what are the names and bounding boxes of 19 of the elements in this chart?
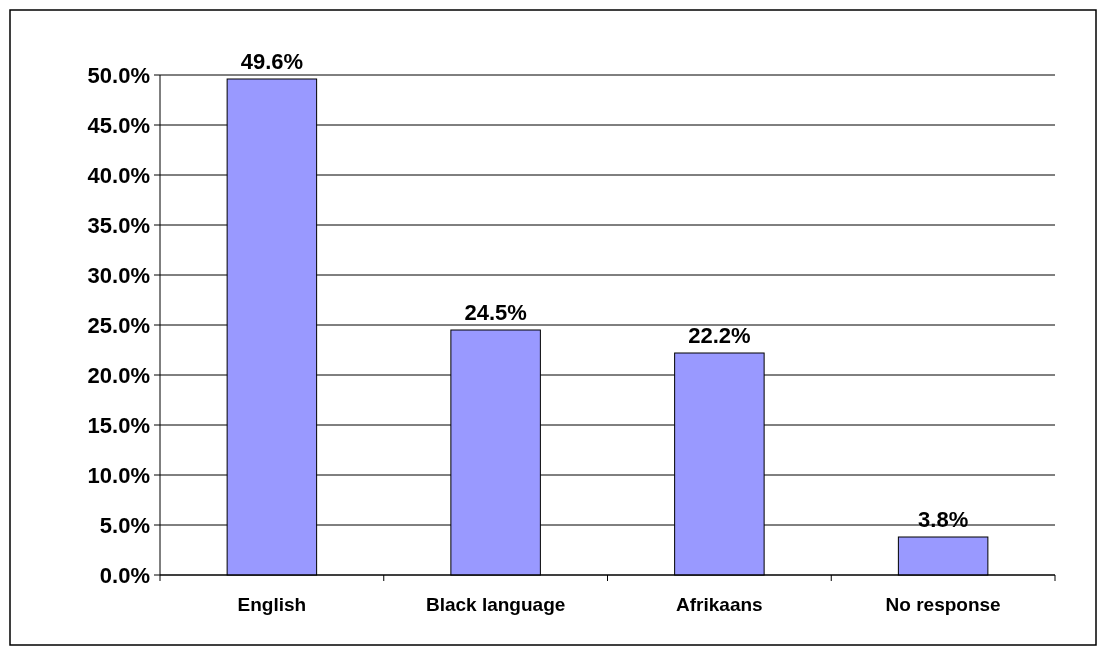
- y-tick-label: 30.0%: [87, 262, 150, 288]
- y-tick-label: 25.0%: [87, 312, 150, 338]
- x-tick-label: No response: [885, 594, 1001, 615]
- y-tick-label: 45.0%: [87, 112, 150, 138]
- y-tick-label: 10.0%: [87, 462, 150, 488]
- y-tick-label: 20.0%: [87, 362, 150, 388]
- y-tick-label: 35.0%: [87, 212, 150, 238]
- y-tick-label: 50.0%: [87, 62, 150, 88]
- y-tick-label: 40.0%: [87, 162, 150, 188]
- y-tick-label: 0.0%: [99, 562, 150, 588]
- data-label: 24.5%: [464, 300, 527, 325]
- data-label: 49.6%: [240, 49, 304, 74]
- x-tick-label: Afrikaans: [676, 594, 763, 615]
- x-tick-label: English: [237, 594, 307, 615]
- data-label: 3.8%: [918, 507, 969, 532]
- data-label: 22.2%: [688, 323, 751, 348]
- y-tick-label: 15.0%: [87, 412, 150, 438]
- y-tick-label: 5.0%: [99, 512, 150, 538]
- x-tick-label: Black language: [425, 594, 566, 615]
